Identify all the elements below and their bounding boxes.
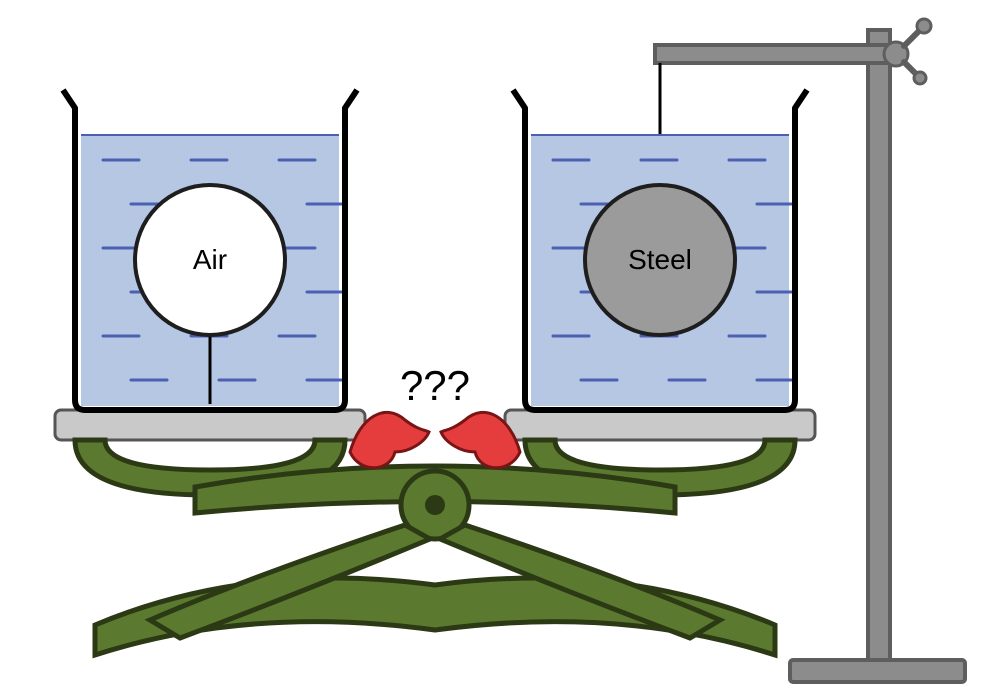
steel-label: Steel xyxy=(628,244,692,275)
question-label: ??? xyxy=(400,362,470,409)
balance-diagram: Air Steel??? xyxy=(0,0,981,700)
pan-right xyxy=(505,410,815,440)
pan-left xyxy=(55,410,365,440)
balance-scale xyxy=(55,410,815,655)
air-label: Air xyxy=(193,244,227,275)
